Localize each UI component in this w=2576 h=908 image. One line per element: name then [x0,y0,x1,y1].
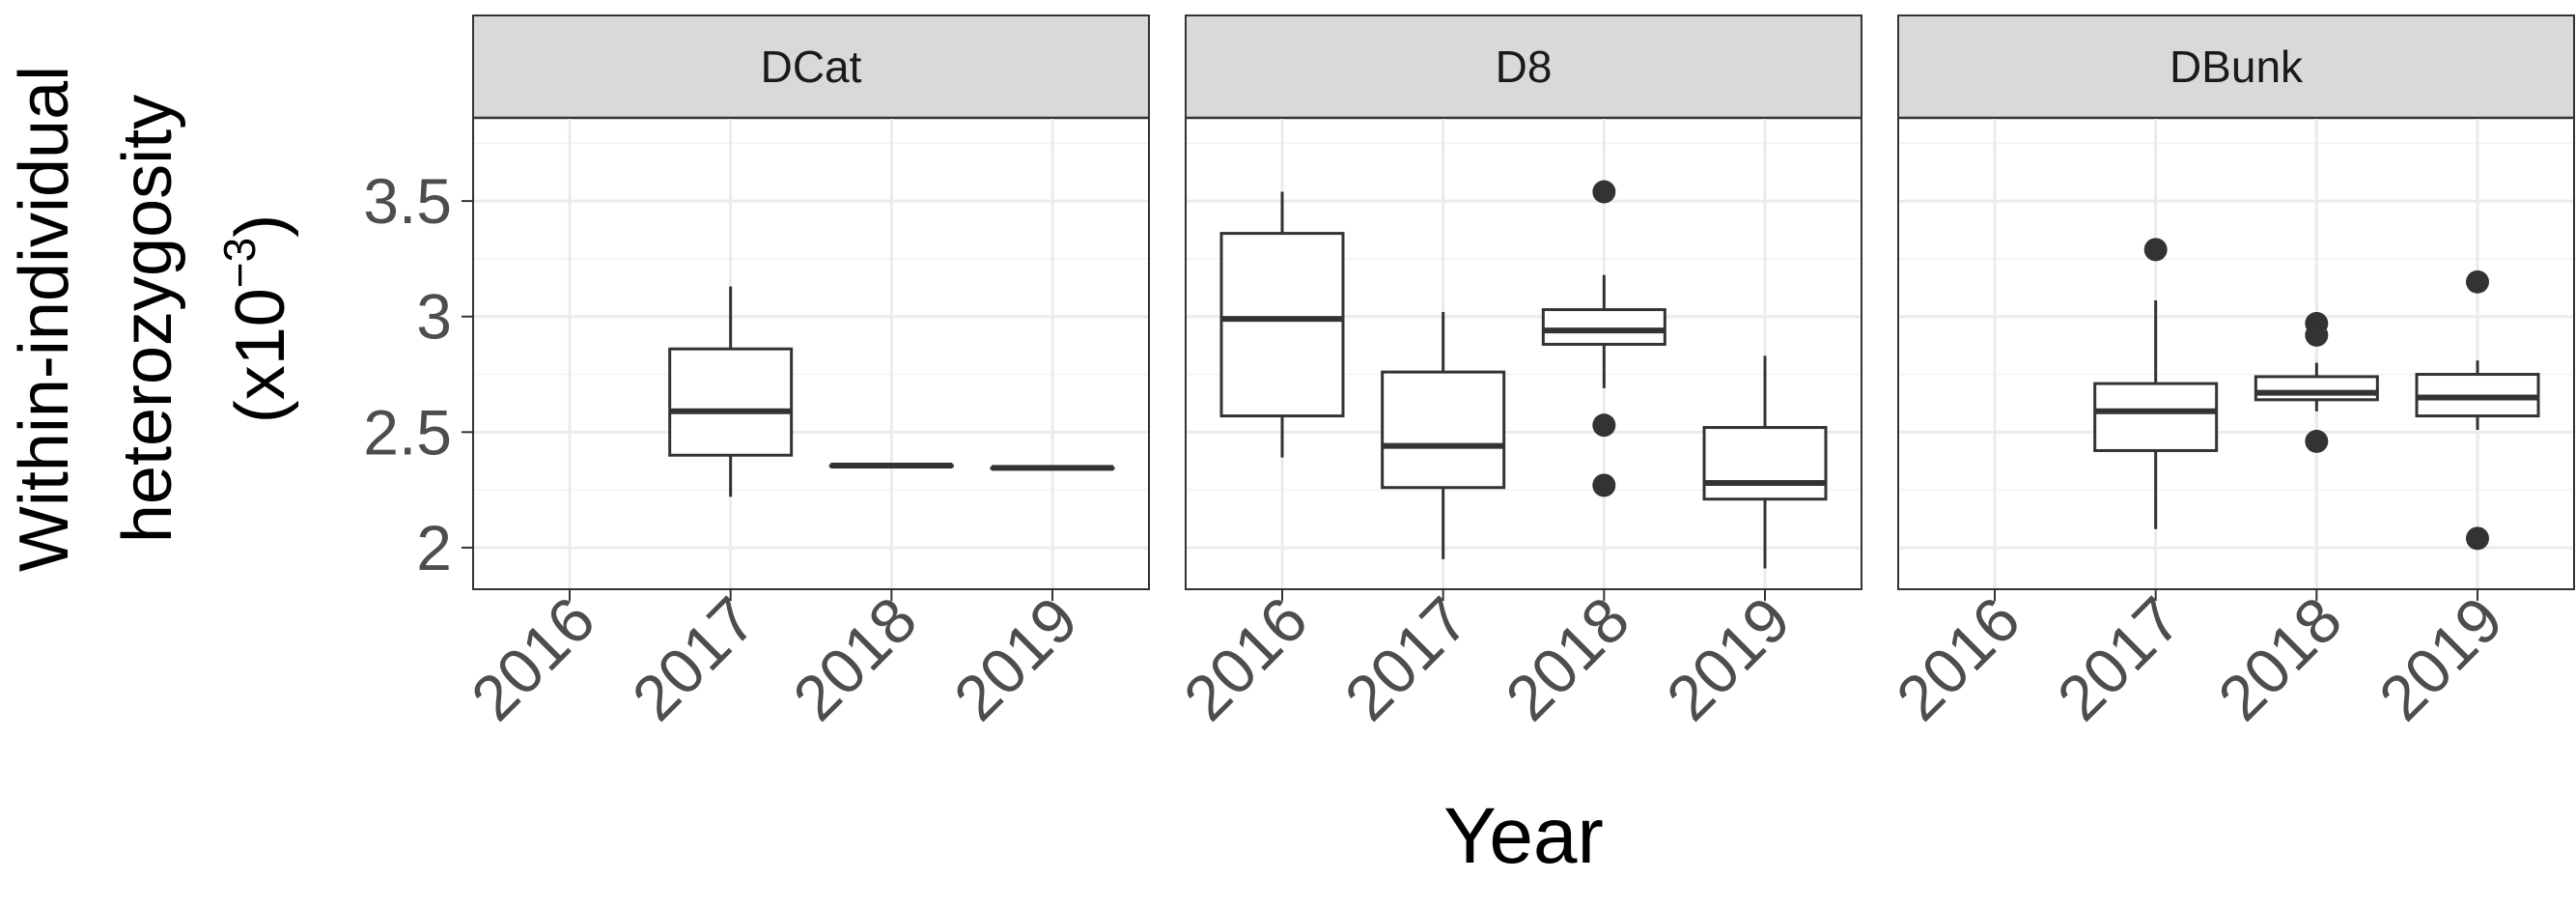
box-iqr [1702,426,1828,501]
panel-border [472,117,1150,590]
box-iqr [1381,370,1506,490]
outlier-point [2143,238,2168,262]
facet-strip-label: D8 [1496,42,1553,92]
box-iqr [2093,382,2219,452]
y-axis-title-close: ) [222,214,299,238]
x-tick-label: 2019 [1653,583,1804,734]
x-tick-label: 2017 [2043,583,2194,734]
box-d8-2017 [1381,311,1506,559]
y-axis-title-exponent: −3 [214,238,265,288]
facet-strip-label: DCat [761,42,862,92]
box-iqr [2254,375,2379,402]
box-iqr [1541,308,1666,346]
facet-strip-label: DBunk [2170,42,2304,92]
x-axis-title: Year [1443,792,1604,880]
y-tick-label: 3.5 [363,165,452,237]
y-axis-title: Within-individual heterozygosity (x10−3) [6,66,299,572]
box-d8-2016 [1219,191,1345,458]
outlier-point [1592,180,1616,204]
x-tick-label: 2016 [458,583,608,734]
y-axis-title-line-1: Within-individual [6,66,83,572]
facet-panel-d8: D8 2016 2017 2018 2019 [1170,14,1862,734]
x-tick-label: 2019 [940,583,1091,734]
outlier-point [1592,413,1616,438]
x-tick-label: 2017 [618,583,769,734]
box-d8-2019 [1702,355,1828,569]
y-tick-label: 3 [416,281,452,353]
outlier-point [2466,270,2489,294]
outlier-point [2305,323,2329,347]
facet-panel-dbunk: DBunk 2016 2017 2018 2019 [1883,14,2575,734]
svg-text:(x10−3): (x10−3) [214,214,299,424]
box-dbunk-2018 [2254,311,2379,453]
x-tick-label: 2018 [1492,583,1642,734]
panel-border [1185,117,1862,590]
x-tick-label: 2019 [2366,583,2516,734]
panel-border [1897,117,2575,590]
box-dbunk-2017 [2093,238,2219,529]
box-dbunk-2019 [2415,270,2540,551]
outlier-point [1592,473,1616,497]
x-tick-label: 2018 [779,583,930,734]
y-axis-title-unit: (x10 [222,288,299,423]
x-tick-label: 2017 [1330,583,1481,734]
facet-panel-dcat: DCat 2016 2017 2018 2019 2 2.5 3 3.5 [363,14,1150,734]
x-tick-label: 2018 [2204,583,2355,734]
facet-strip [472,14,1150,119]
box-iqr [1219,232,1345,418]
box-dcat-2017 [668,286,794,497]
outlier-point [2466,526,2489,551]
facet-strip [1897,14,2575,119]
y-tick-label: 2 [416,512,452,583]
box-dcat-2018 [828,463,954,469]
x-tick-label: 2016 [1883,583,2033,734]
outlier-point [2305,429,2329,453]
box-d8-2018 [1541,180,1666,497]
y-axis-title-line-2: heterozygosity [109,95,186,543]
x-tick-label: 2016 [1170,583,1321,734]
y-tick-label: 2.5 [363,396,452,468]
box-iqr [668,347,794,457]
